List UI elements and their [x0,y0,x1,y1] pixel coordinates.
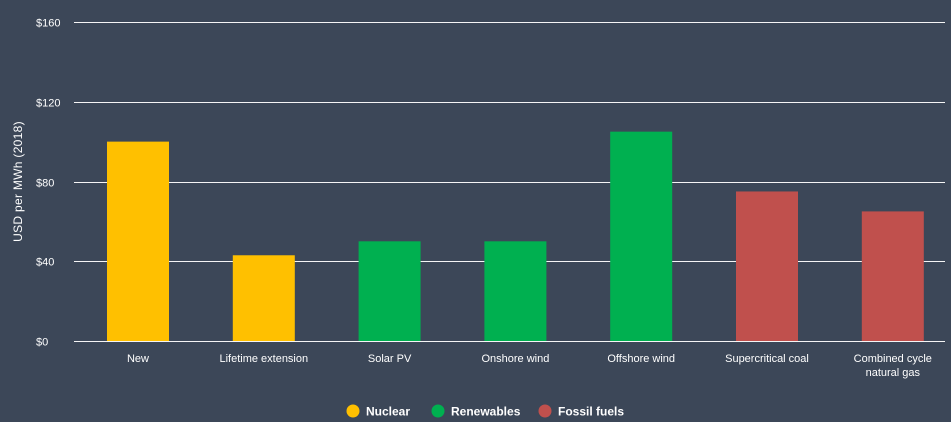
x-tick-label: Onshore wind [481,353,549,365]
bar [861,211,924,341]
bar [232,255,295,341]
legend-marker [538,404,552,418]
y-tick-label: $0 [36,337,48,349]
legend-marker [431,404,445,418]
legend-label: Fossil fuels [558,405,624,419]
x-tick-label: Supercritical coal [725,353,809,365]
legend-label: Nuclear [366,405,410,419]
bar [358,241,421,341]
x-axis-labels: New Lifetime extension Solar PV Onshore win… [127,353,932,379]
x-tick-label: Lifetime extension [219,353,308,365]
y-tick-label: $160 [36,18,60,30]
bar [107,141,169,341]
legend-label: Renewables [451,405,521,419]
y-tick-label: $120 [36,98,60,110]
y-axis-ticks: $0 $40 $80 $120 $160 [36,18,60,349]
y-axis-label: USD per MWh (2018) [11,121,25,242]
legend-marker [346,404,360,418]
x-tick-label: Offshore wind [607,353,675,365]
x-tick-label: Solar PV [368,353,412,365]
bar [484,241,547,341]
x-tick-label: natural gas [866,367,921,379]
y-tick-label: $80 [36,178,54,190]
y-tick-label: $40 [36,257,54,269]
bar [610,131,673,341]
x-tick-label: New [127,353,149,365]
legend: Nuclear Renewables Fossil fuels [346,404,624,419]
x-tick-label: Combined cycle [854,353,932,365]
grid-layer [74,22,945,342]
bar [736,191,798,341]
bars [107,131,924,341]
